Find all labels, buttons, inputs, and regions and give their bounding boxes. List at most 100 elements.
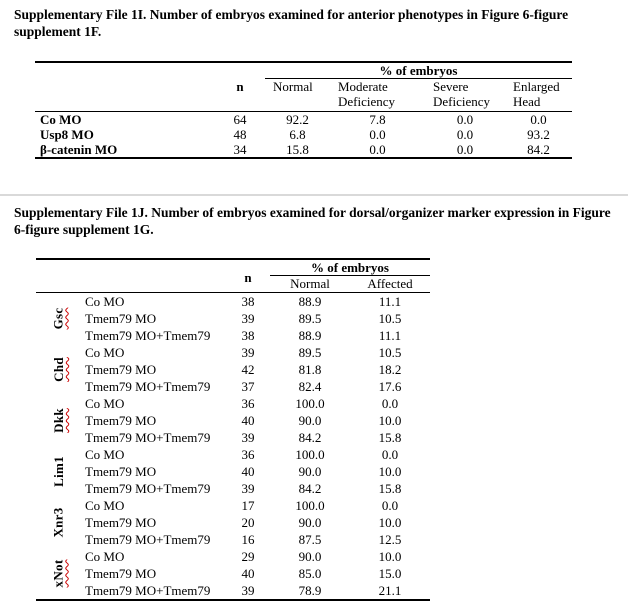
table-row: Lim1 Co MO 36 100.0 0.0 (36, 446, 430, 487)
percent-value: 0.0 (381, 447, 399, 462)
table-row: Gsc Co MO 38 88.9 11.1 (36, 292, 430, 344)
n-value: 29 (241, 549, 255, 564)
n-value: 36 (241, 447, 255, 462)
column-header-row: Normal Affected (36, 276, 430, 293)
percent-value: 90.0 (298, 413, 322, 428)
percent-value: 10.0 (378, 464, 402, 479)
table-row: Tmem79 MO 39 89.5 10.5 (36, 310, 430, 327)
gene-group-cell: Dkk (36, 395, 80, 446)
n-column-header: n (244, 270, 252, 285)
percent-value: 17.6 (378, 379, 402, 394)
n-value: 39 (241, 583, 255, 598)
treatment-label: Tmem79 MO (85, 515, 157, 530)
gene-group-cell: Chd (36, 344, 80, 395)
percent-value: 12.5 (378, 532, 402, 547)
n-value: 40 (241, 413, 255, 428)
percent-value: 87.5 (298, 532, 322, 547)
percent-value: 15.0 (378, 566, 402, 581)
percent-embryos-header: % of embryos (265, 62, 572, 79)
affected-column-header: Affected (367, 276, 413, 291)
n-value: 17 (241, 498, 255, 513)
percent-value: 0.0 (505, 111, 572, 127)
table-row: Tmem79 MO 42 81.8 18.2 (36, 361, 430, 378)
n-value: 34 (233, 142, 247, 157)
percent-value: 93.2 (527, 127, 550, 142)
percent-value: 85.0 (298, 566, 322, 581)
table-row: Tmem79 MO 20 90.0 10.0 (36, 514, 430, 531)
percent-value: 84.2 (298, 481, 322, 496)
percent-value: 81.8 (298, 362, 322, 377)
treatment-label: Tmem79 MO (85, 464, 157, 479)
table-row: Tmem79 MO+Tmem79 37 82.4 17.6 (36, 378, 430, 395)
n-value: 39 (241, 430, 255, 445)
percent-value: 90.0 (298, 549, 322, 564)
treatment-label: Tmem79 MO+Tmem79 (85, 328, 211, 343)
percent-value: 11.1 (378, 328, 402, 343)
table-row: Co MO 64 92.2 7.8 0.0 0.0 (35, 111, 572, 127)
gene-label: Lim1 (50, 456, 66, 487)
percent-value: 15.8 (286, 142, 309, 157)
percent-value: 92.2 (265, 111, 330, 127)
percent-value: 78.9 (298, 583, 322, 598)
table-row: Usp8 MO 48 6.8 0.0 0.0 93.2 (35, 127, 572, 142)
treatment-label: Tmem79 MO (85, 413, 157, 428)
percent-value: 11.1 (350, 292, 430, 310)
gene-label: Xnr3 (50, 507, 66, 538)
percent-value: 0.0 (425, 111, 505, 127)
section2-title: Supplementary File 1J. Number of embryos… (14, 205, 611, 237)
percent-value: 100.0 (295, 447, 325, 462)
blank-cell (35, 79, 215, 112)
percent-value: 89.5 (298, 345, 322, 360)
percent-value: 0.0 (369, 127, 386, 142)
spanner-row: n % of embryos (36, 259, 430, 285)
table-row: β-catenin MO 34 15.8 0.0 0.0 84.2 (35, 142, 572, 158)
n-value: 37 (241, 379, 255, 394)
n-value: 20 (241, 515, 255, 530)
n-value: 16 (241, 532, 255, 547)
treatment-label: Tmem79 MO+Tmem79 (85, 583, 211, 598)
enlarged-head-column-header: Enlarged Head (513, 79, 560, 109)
severe-deficiency-column-header: Severe Deficiency (433, 79, 491, 109)
page-divider (0, 194, 628, 196)
gene-group-cell: Lim1 (36, 446, 80, 497)
percent-value: 0.0 (456, 142, 474, 157)
table-row: Tmem79 MO+Tmem79 16 87.5 12.5 (36, 531, 430, 548)
percent-value: 88.9 (298, 328, 322, 343)
percent-value: 10.5 (378, 311, 402, 326)
treatment-label: Co MO (85, 396, 125, 411)
percent-value: 18.2 (378, 362, 402, 377)
gene-label: Dkk (50, 408, 66, 433)
table-row: Tmem79 MO 40 90.0 10.0 (36, 463, 430, 480)
table-row: Chd Co MO 39 89.5 10.5 (36, 344, 430, 382)
normal-column-header: Normal (273, 79, 313, 94)
percent-value: 90.0 (298, 464, 322, 479)
percent-value: 84.2 (298, 430, 322, 445)
treatment-label: Co MO (80, 292, 226, 310)
row-label: β-catenin MO (40, 142, 118, 157)
treatment-label: Co MO (85, 447, 125, 462)
percent-value: 0.0 (381, 498, 399, 513)
gene-label: Chd (50, 357, 66, 382)
percent-value: 88.9 (270, 292, 350, 310)
percent-value: 90.0 (298, 515, 322, 530)
percent-value: 0.0 (369, 142, 386, 157)
marker-expression-table: n % of embryos Normal Affected Gsc Co MO 3… (36, 258, 430, 601)
anterior-phenotype-table: % of embryos n Normal Moderate Deficienc… (35, 61, 572, 159)
table-row: xNot Co MO 29 90.0 10.0 (36, 548, 430, 587)
blank-cell (36, 259, 226, 293)
percent-value: 15.8 (378, 481, 402, 496)
percent-value: 84.2 (527, 142, 550, 157)
treatment-label: Tmem79 MO (85, 311, 157, 326)
percent-value: 100.0 (295, 498, 325, 513)
percent-value: 10.5 (378, 345, 402, 360)
treatment-label: Co MO (85, 345, 125, 360)
percent-value: 21.1 (378, 583, 402, 598)
percent-value: 10.0 (378, 549, 402, 564)
table-row: Tmem79 MO+Tmem79 38 88.9 11.1 (36, 327, 430, 344)
percent-value: 0.0 (456, 127, 474, 142)
column-header-row: n Normal Moderate Deficiency Severe Defi… (35, 79, 572, 112)
n-value: 40 (241, 464, 255, 479)
n-value: 64 (215, 111, 265, 127)
gene-group-cell: Xnr3 (36, 497, 80, 548)
treatment-label: Tmem79 MO+Tmem79 (85, 430, 211, 445)
